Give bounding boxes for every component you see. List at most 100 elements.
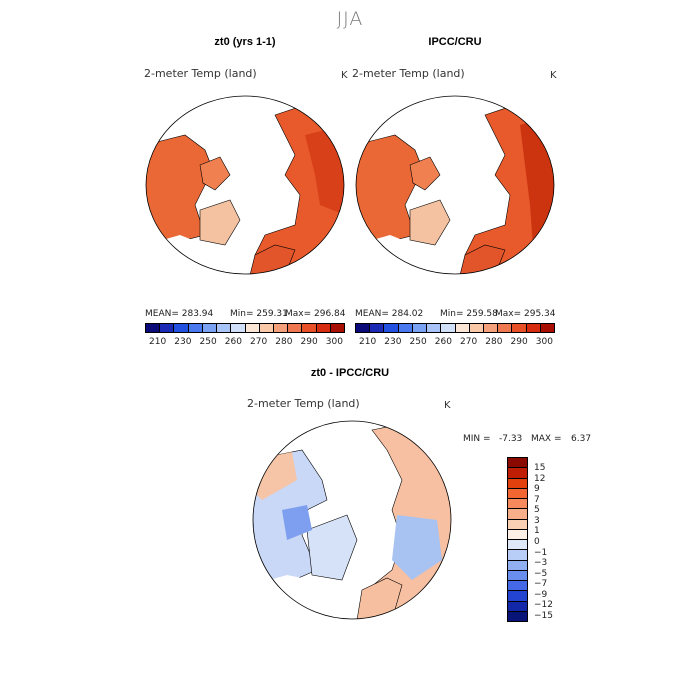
left-polar-map: [145, 95, 345, 275]
right-max: Max= 295.34: [495, 309, 556, 319]
diff-colorbar-swatch: [508, 519, 527, 530]
colorbar-swatch: [526, 324, 541, 332]
colorbar-swatch: [259, 324, 274, 332]
diff-colorbar-swatch: [508, 458, 527, 469]
diff-land-greenland: [306, 514, 358, 581]
diff-colorbar-tick-label: 12: [534, 473, 546, 484]
season-title: JJA: [336, 8, 364, 30]
diff-colorbar-swatch: [508, 601, 527, 612]
diff-colorbar-swatch: [508, 611, 527, 621]
left-land-canada-islands: [199, 156, 231, 191]
colorbar-tick-label: 210: [149, 337, 167, 347]
diff-colorbar-swatch: [508, 591, 527, 602]
colorbar-tick-label: 250: [199, 337, 217, 347]
colorbar-tick-label: 230: [384, 337, 402, 347]
right-min: Min= 259.58: [440, 309, 498, 319]
right-land-greenland: [409, 199, 451, 246]
diff-land-europe: [356, 577, 403, 619]
diff-colorbar-tick-label: −12: [534, 600, 553, 611]
colorbar-tick-label: 300: [325, 337, 343, 347]
colorbar-swatch: [273, 324, 289, 332]
right-variable-label: 2-meter Temp (land): [352, 67, 465, 80]
colorbar-tick-label: 270: [250, 337, 268, 347]
left-max: Max= 296.84: [285, 309, 346, 319]
colorbar-swatch: [455, 324, 470, 332]
colorbar-tick-label: 270: [460, 337, 478, 347]
colorbar-swatch: [412, 324, 428, 332]
left-variable-label: 2-meter Temp (land): [144, 67, 257, 80]
colorbar-tick-label: 280: [485, 337, 503, 347]
colorbar-swatch: [483, 324, 499, 332]
colorbar-swatch: [330, 324, 345, 332]
left-panel-title: zt0 (yrs 1-1): [214, 36, 276, 48]
diff-colorbar-swatch: [508, 468, 527, 479]
colorbar-swatch: [316, 324, 331, 332]
right-colorbar-ticks: 210 230 250 260 270 280 290 300: [359, 337, 553, 347]
diff-colorbar-swatch: [508, 540, 527, 551]
diff-colorbar-tick-label: −9: [534, 589, 548, 600]
colorbar-tick-label: 300: [535, 337, 553, 347]
diff-colorbar-tick-label: −5: [534, 568, 548, 579]
diff-colorbar-swatch: [508, 570, 527, 581]
colorbar-swatch: [469, 324, 484, 332]
diff-colorbar-tick-label: 5: [534, 505, 540, 516]
left-land-greenland: [199, 199, 241, 246]
diff-colorbar-tick-label: 9: [534, 484, 540, 495]
colorbar-tick-label: 230: [174, 337, 192, 347]
diff-colorbar-swatch: [508, 488, 527, 499]
diff-colorbar-tick-label: −1: [534, 547, 548, 558]
left-unit-label: K: [341, 70, 348, 81]
colorbar-tick-label: 210: [359, 337, 377, 347]
diff-panel-title: zt0 - IPCC/CRU: [310, 367, 390, 379]
colorbar-swatch: [356, 324, 371, 332]
diff-colorbar-tick-label: 7: [534, 494, 540, 505]
colorbar-swatch: [427, 324, 442, 332]
colorbar-swatch: [288, 324, 303, 332]
diff-colorbar-swatch: [508, 550, 527, 561]
left-colorbar: [145, 323, 345, 333]
diff-colorbar: [507, 457, 528, 622]
diff-colorbar-swatch: [508, 509, 527, 520]
diff-min-label: MIN =: [463, 434, 491, 444]
colorbar-tick-label: 260: [224, 337, 242, 347]
right-mean: MEAN= 284.02: [355, 309, 424, 319]
colorbar-swatch: [146, 324, 161, 332]
diff-land-siberia-cool: [392, 515, 442, 580]
diff-colorbar-swatch: [508, 499, 527, 510]
right-colorbar: [355, 323, 555, 333]
colorbar-swatch: [245, 324, 260, 332]
colorbar-swatch: [202, 324, 218, 332]
colorbar-swatch: [217, 324, 232, 332]
left-min: Min= 259.31: [230, 309, 288, 319]
colorbar-swatch: [302, 324, 317, 332]
colorbar-swatch: [188, 324, 203, 332]
right-land-canada-islands: [409, 156, 441, 191]
right-panel-title: IPCC/CRU: [428, 36, 482, 48]
colorbar-tick-label: 250: [409, 337, 427, 347]
colorbar-swatch: [540, 324, 555, 332]
left-mean: MEAN= 283.94: [145, 309, 214, 319]
diff-colorbar-tick-label: −7: [534, 579, 548, 590]
right-unit-label: K: [550, 70, 557, 81]
colorbar-swatch: [398, 324, 413, 332]
left-colorbar-ticks: 210 230 250 260 270 280 290 300: [149, 337, 343, 347]
diff-colorbar-tick-label: 1: [534, 526, 540, 537]
diff-colorbar-tick-label: 3: [534, 515, 540, 526]
diff-land-baffin: [282, 505, 312, 540]
colorbar-tick-label: 290: [510, 337, 528, 347]
diff-polar-map: [252, 420, 452, 620]
colorbar-swatch: [231, 324, 246, 332]
diff-unit-label: K: [444, 400, 451, 411]
colorbar-swatch: [384, 324, 399, 332]
colorbar-tick-label: 280: [275, 337, 293, 347]
colorbar-swatch: [174, 324, 189, 332]
diff-colorbar-swatch: [508, 478, 527, 489]
colorbar-swatch: [498, 324, 513, 332]
colorbar-swatch: [160, 324, 175, 332]
diff-colorbar-tick-label: 15: [534, 463, 546, 473]
diff-max-label: MAX =: [531, 434, 562, 444]
diff-colorbar-swatch: [508, 560, 527, 571]
diff-colorbar-tick-label: 0: [534, 536, 540, 547]
diff-colorbar-ticks: 15 12 9 7 5 3 1 0 −1 −3 −5 −7 −9 −12 −15: [534, 463, 553, 621]
colorbar-swatch: [512, 324, 527, 332]
